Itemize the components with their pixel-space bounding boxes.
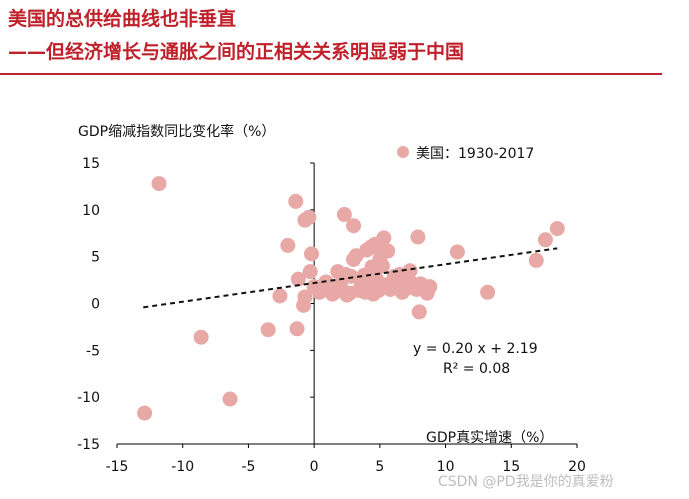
data-point	[537, 232, 553, 248]
r-squared-label: R² = 0.08	[443, 361, 510, 377]
x-tick-label: -10	[171, 459, 194, 475]
y-tick-label: -10	[77, 390, 100, 406]
x-tick-label: 15	[502, 459, 520, 475]
data-point	[528, 252, 544, 268]
x-tick-label: 20	[568, 459, 586, 475]
y-tick-label: 10	[82, 203, 100, 219]
data-point	[290, 271, 306, 287]
x-tick-label: 5	[375, 459, 384, 475]
data-point	[193, 329, 209, 345]
data-point	[480, 284, 496, 300]
title-underline	[0, 73, 662, 75]
data-point	[374, 258, 390, 274]
x-tick-label: -5	[241, 459, 255, 475]
data-point	[288, 193, 304, 209]
y-tick-label: -5	[86, 343, 100, 359]
data-point	[304, 246, 320, 262]
data-point	[410, 229, 426, 245]
data-point	[422, 279, 438, 295]
y-tick-label: 15	[82, 156, 100, 172]
legend-marker	[397, 146, 409, 158]
data-point	[289, 321, 305, 337]
trendline	[143, 247, 558, 309]
data-point	[301, 209, 317, 225]
data-point	[280, 237, 296, 253]
data-point	[272, 288, 288, 304]
data-point	[346, 218, 362, 234]
y-tick-label: -15	[77, 437, 100, 453]
data-point	[336, 207, 352, 223]
x-tick-label: 0	[310, 459, 319, 475]
data-points	[137, 176, 565, 421]
data-point	[380, 243, 396, 259]
chart-title-line1: 美国的总供给曲线也非垂直	[8, 8, 237, 30]
x-axis-label: GDP真实增速（%）	[426, 430, 553, 446]
data-point	[302, 264, 318, 280]
data-point	[449, 244, 465, 260]
data-point	[402, 263, 418, 279]
x-axis-ticks: -15 -10 -5 0 5 10 15 20	[106, 444, 586, 475]
watermark: CSDN @PD我是你的真爱粉	[438, 474, 614, 490]
x-tick-label: -15	[106, 459, 129, 475]
data-point	[297, 289, 313, 305]
chart-title-line2: ——但经济增长与通胀之间的正相关关系明显弱于中国	[8, 41, 465, 63]
y-tick-label: 0	[91, 297, 100, 313]
data-point	[260, 322, 276, 338]
y-axis-label: GDP缩减指数同比变化率（%）	[78, 123, 275, 140]
y-axis-ticks: 15 10 5 0 -5 -10 -15	[77, 156, 315, 453]
data-point	[376, 230, 392, 246]
data-point	[411, 304, 427, 320]
data-point	[549, 221, 565, 237]
data-point	[137, 405, 153, 421]
data-point	[151, 176, 167, 192]
trendline-equation: y = 0.20 x + 2.19	[413, 341, 538, 357]
legend-label: 美国：1930-2017	[416, 146, 534, 162]
data-point	[222, 391, 238, 407]
x-tick-label: 10	[437, 459, 455, 475]
y-tick-label: 5	[91, 250, 100, 266]
